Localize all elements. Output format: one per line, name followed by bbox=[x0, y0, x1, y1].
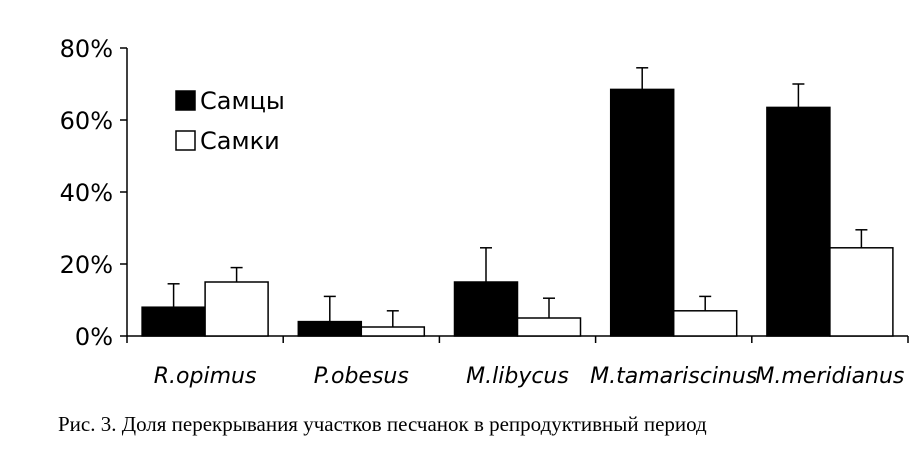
y-tick-label: 40% bbox=[60, 179, 113, 207]
y-tick-label: 20% bbox=[60, 251, 113, 279]
legend-swatch-males bbox=[175, 90, 196, 111]
category-label: P.obesus bbox=[314, 364, 409, 389]
bar-males bbox=[766, 106, 831, 337]
legend-label-females: Самки bbox=[200, 127, 280, 155]
bar-females bbox=[360, 326, 426, 337]
bar-males bbox=[297, 320, 363, 337]
category-label: M.tamariscinus bbox=[590, 364, 757, 389]
legend-label-males: Самцы bbox=[200, 87, 285, 115]
bars bbox=[141, 67, 894, 337]
bar-females bbox=[829, 247, 894, 337]
y-axis: 0% 20% 40% 60% 80% bbox=[60, 35, 128, 351]
bar-females bbox=[672, 310, 738, 337]
bar-males bbox=[453, 281, 519, 337]
category-label: M.meridianus bbox=[755, 364, 904, 389]
bar-females bbox=[516, 317, 582, 337]
category-label: M.libycus bbox=[466, 364, 569, 389]
legend-swatch-females bbox=[175, 130, 196, 151]
x-axis bbox=[126, 335, 909, 343]
category-label: R.opimus bbox=[154, 364, 257, 389]
y-tick-label: 80% bbox=[60, 35, 113, 63]
y-tick-label: 60% bbox=[60, 107, 113, 135]
bar-males bbox=[141, 306, 206, 337]
category-labels: R.opimus P.obesus M.libycus M.tamariscinusM… bbox=[154, 364, 905, 389]
y-tick-label: 0% bbox=[75, 323, 113, 351]
legend: Самцы Самки bbox=[175, 87, 285, 155]
figure-caption: Рис. 3. Доля перекрывания участков песча… bbox=[58, 412, 707, 436]
bar-females bbox=[204, 281, 269, 337]
bar-males bbox=[609, 88, 675, 337]
